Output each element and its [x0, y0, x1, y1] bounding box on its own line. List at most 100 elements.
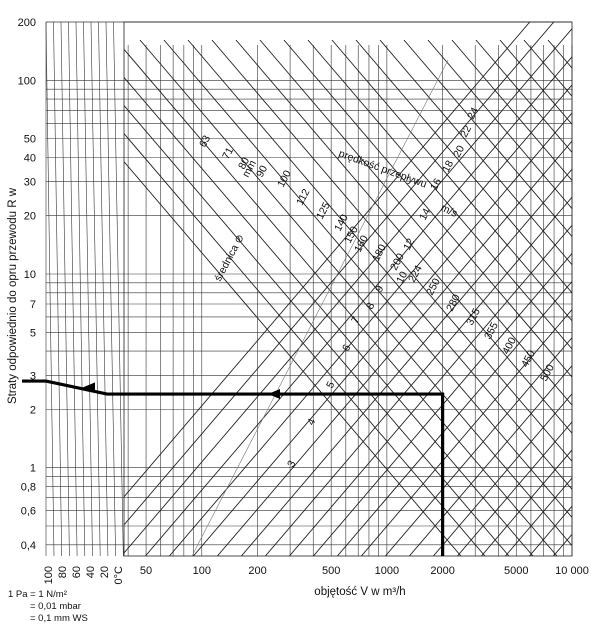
diameter-line: [480, 449, 572, 556]
diameter-line: [192, 112, 572, 556]
diameter-value-label: 71: [220, 145, 236, 161]
x-tick-label: 500: [322, 565, 340, 577]
diameter-line: [124, 22, 555, 526]
y-axis-title: Straty odpowiednio do opru przewodu R w: [7, 187, 19, 404]
velocity-value-label: 5: [324, 379, 337, 390]
y-tick-label: 10: [24, 269, 36, 281]
unit-note-3: = 0,1 mm WS: [30, 602, 88, 624]
temperature-line: [53, 21, 62, 557]
velocity-line: [403, 39, 572, 238]
temperature-line: [68, 21, 78, 557]
velocity-lines: [124, 39, 600, 590]
velocity-unit-label: m/s: [439, 202, 459, 220]
y-tick-label: 200: [18, 17, 36, 29]
diameter-line: [312, 252, 572, 556]
velocity-value-label: 4: [305, 416, 318, 427]
velocity-line: [163, 39, 572, 519]
x-tick-label: 1000: [375, 565, 399, 577]
velocity-value-label: 18: [440, 158, 456, 174]
temperature-tick-label: 100: [43, 566, 55, 584]
temperature-line: [83, 21, 93, 557]
velocity-line: [124, 161, 462, 556]
diameter-line: [216, 140, 572, 556]
diameter-value-label: 180: [370, 242, 389, 263]
velocity-line: [307, 39, 572, 350]
diameter-line: [504, 477, 572, 556]
velocity-line: [451, 39, 572, 182]
diameter-line: [336, 280, 572, 556]
diameter-value-label: 80: [236, 155, 252, 171]
velocity-value-label: 6: [340, 342, 353, 353]
unit-note-line3: = 0,1 mm WS: [30, 613, 88, 624]
velocity-value-label: 22: [458, 123, 474, 139]
x-axis-title: objętość V w m³/h: [314, 586, 405, 598]
diameter-line: [124, 28, 572, 554]
velocity-line: [283, 39, 572, 378]
diameter-line: [574, 10, 600, 560]
diameter-value-label: 63: [197, 133, 213, 149]
velocity-line: [139, 39, 572, 547]
unit-note-line1: 1 Pa = 1 N/m²: [8, 589, 67, 600]
temperature-line: [75, 21, 86, 557]
y-tick-label: 2: [30, 404, 36, 416]
tick-labels: 50 100 200 500 1000 2000 5000 10 0000,40,60,812…: [18, 17, 589, 584]
y-tick-label: 20: [24, 211, 36, 223]
diameter-value-label: 315: [464, 306, 483, 327]
velocity-line: [124, 132, 486, 556]
diameter-value-label: 90: [254, 163, 270, 179]
x-tick-label: 10 000: [555, 565, 589, 577]
y-tick-label: 5: [30, 327, 36, 339]
velocity-line: [124, 76, 534, 556]
velocity-line: [355, 39, 572, 294]
unit-note: 1 Pa = 1 N/m²: [8, 578, 67, 600]
velocity-line: [547, 39, 572, 69]
diameter-lines: [124, 10, 600, 560]
diameter-line: [124, 22, 531, 498]
velocity-value-label: 10: [394, 269, 410, 285]
diameter-line: [168, 84, 572, 556]
reference-line: [191, 59, 449, 556]
y-tick-label: 0,4: [21, 540, 36, 552]
example-path: [22, 379, 445, 556]
diameter-value-label: 200: [388, 251, 407, 272]
velocity-line: [571, 40, 572, 41]
velocity-value-label: 24: [465, 105, 481, 121]
velocity-line: [187, 39, 572, 491]
velocity-line: [475, 39, 572, 154]
diameter-line: [456, 421, 572, 556]
diameter-value-label: 100: [275, 168, 294, 189]
diameter-line: [432, 393, 572, 556]
y-tick-label: 3: [30, 370, 36, 382]
temperature-line: [113, 21, 124, 557]
velocity-line: [596, 40, 600, 590]
example-path-line: [22, 379, 445, 556]
temperature-tick-label: 0°C: [113, 566, 125, 585]
diameter-value-label: 125: [314, 200, 333, 221]
example-arrow-left: [83, 382, 95, 393]
diameter-line: [288, 224, 572, 556]
diameter-value-label: 280: [444, 292, 463, 313]
x-tick-label: 5000: [504, 565, 528, 577]
x-tick-label: 100: [193, 565, 211, 577]
temperature-tick-label: 60: [71, 566, 83, 578]
diameter-line: [552, 533, 572, 556]
temperature-tick-label: 20: [99, 566, 111, 578]
diameter-value-label: 112: [294, 187, 313, 208]
velocity-value-label: 16: [428, 176, 444, 192]
temperature-tick-label: 80: [57, 566, 69, 578]
reference-diagonal: [191, 59, 449, 556]
velocity-line: [124, 104, 510, 556]
velocity-line: [523, 39, 572, 97]
temperature-line: [105, 21, 116, 557]
y-tick-label: 100: [18, 75, 36, 87]
velocity-line: [427, 39, 572, 210]
velocity-value-label: 3: [285, 458, 298, 469]
velocity-line: [379, 39, 572, 266]
temperature-correction-lines: [45, 21, 124, 557]
velocity-line: [331, 39, 572, 322]
diameter-line: [384, 336, 572, 556]
velocity-value-label: 12: [401, 236, 417, 252]
x-tick-label: 200: [248, 565, 266, 577]
y-tick-label: 7: [30, 299, 36, 311]
